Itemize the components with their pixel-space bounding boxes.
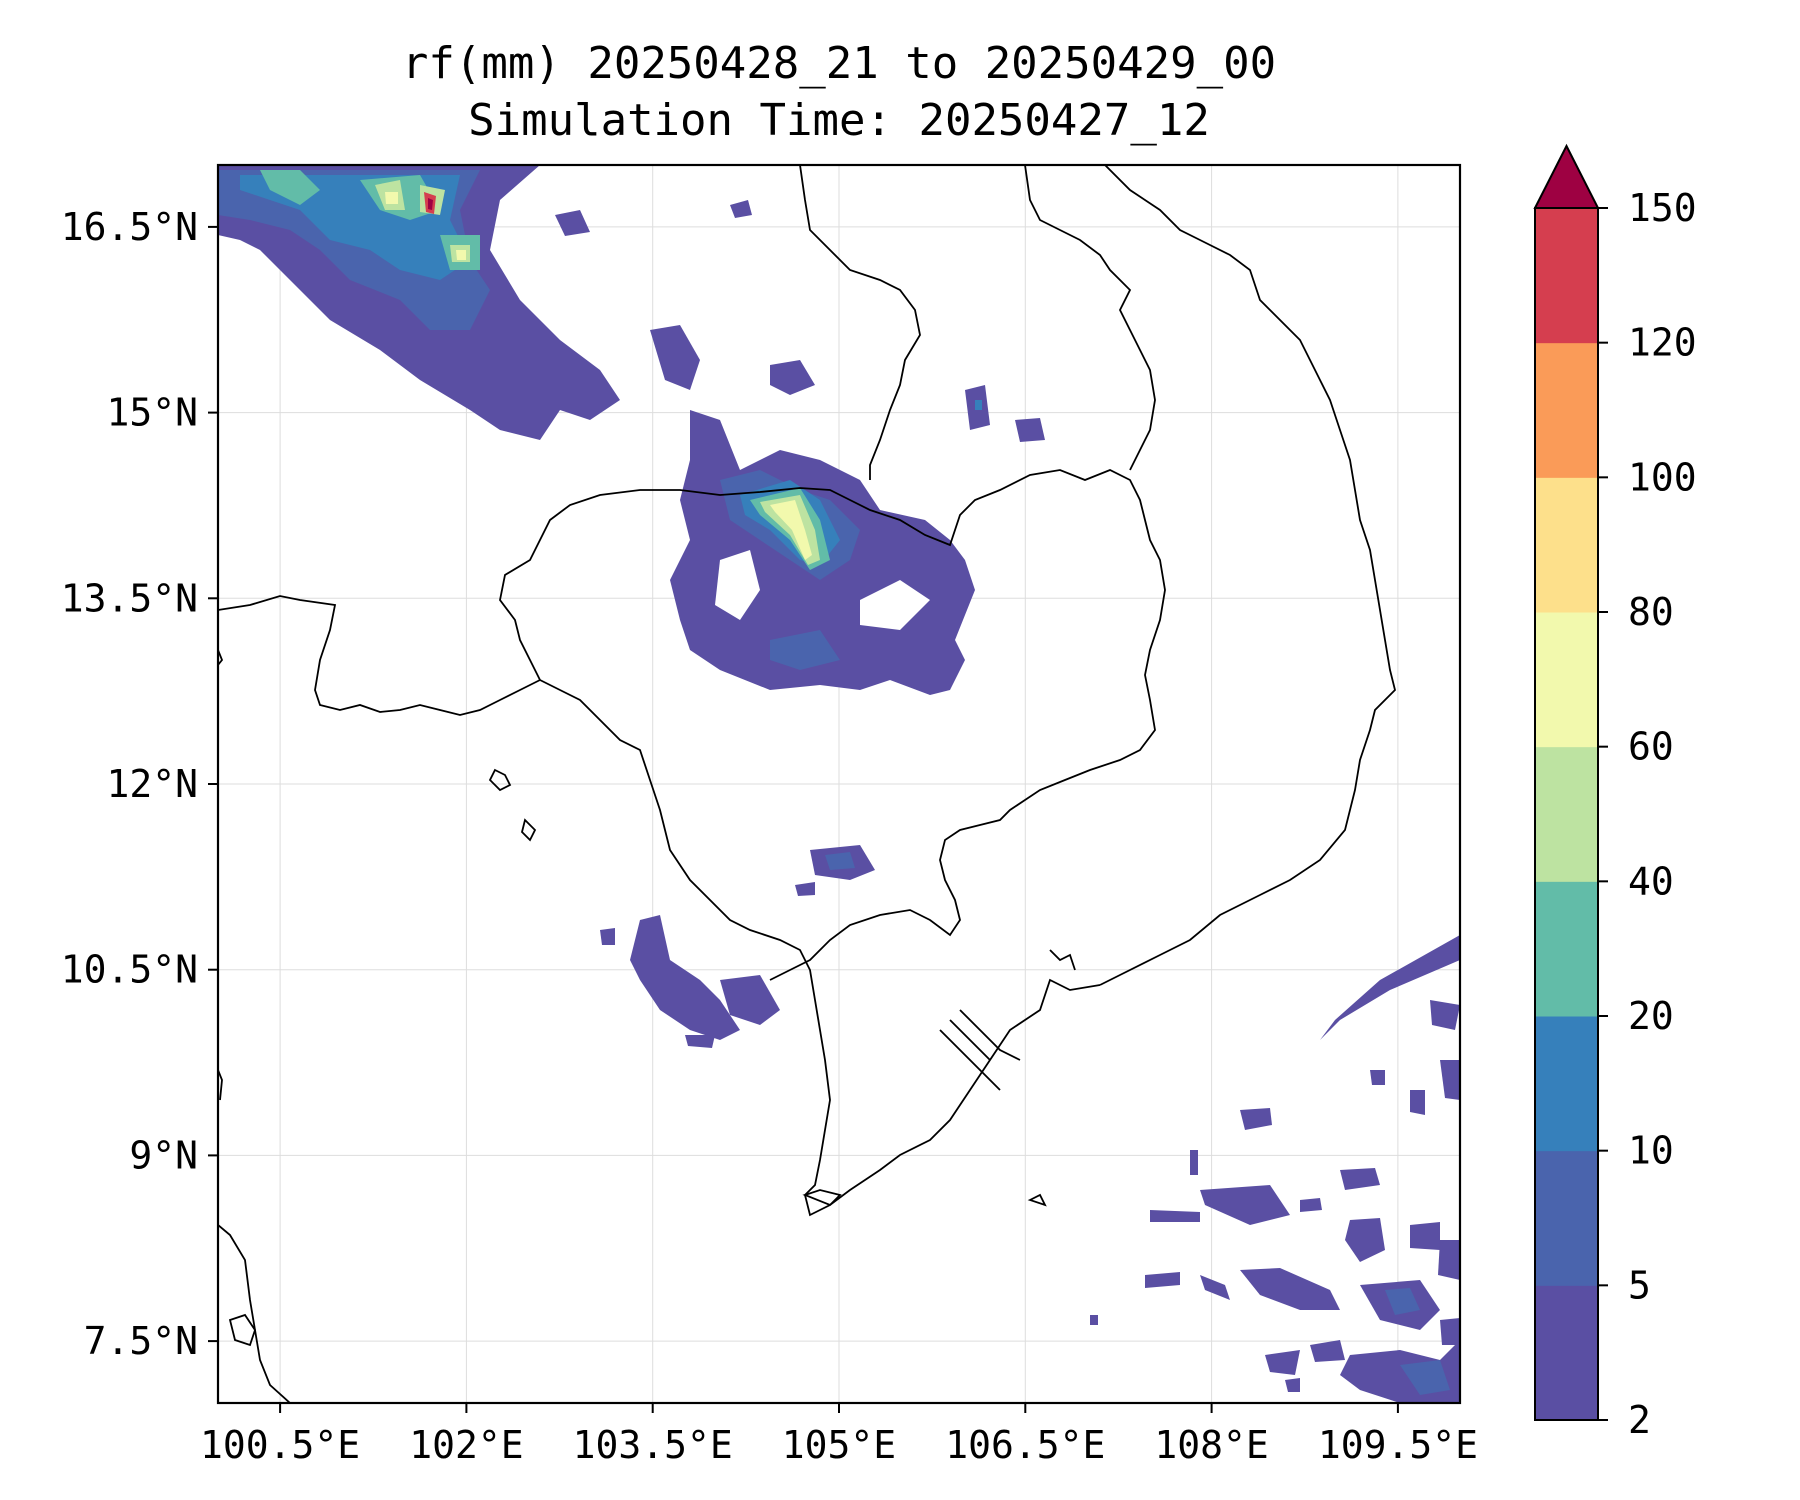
lat-tick-label: 13.5°N xyxy=(61,576,198,620)
rain-area-central-60 xyxy=(770,500,812,560)
lon-tick-label: 109.5°E xyxy=(1318,1423,1478,1467)
lon-tick-label: 106.5°E xyxy=(945,1423,1105,1467)
coastline-vietnam xyxy=(1099,165,1396,986)
colorbar-tick-label: 100 xyxy=(1628,455,1697,499)
colorbar-band xyxy=(1535,1285,1598,1421)
colorbar-tick-label: 60 xyxy=(1628,725,1674,769)
lon-tick-label: 108°E xyxy=(1154,1423,1268,1467)
lat-tick-label: 9°N xyxy=(129,1133,198,1177)
rain-cell xyxy=(1385,1288,1420,1315)
rain-peak-northwest-core xyxy=(428,198,433,210)
lon-tick-label: 102°E xyxy=(409,1423,523,1467)
rain-cell xyxy=(650,325,700,390)
coastline-west-edge-2 xyxy=(218,1069,223,1101)
lon-tick-label: 100.5°E xyxy=(200,1423,360,1467)
lon-tick-label: 103.5°E xyxy=(573,1423,733,1467)
colorbar-band xyxy=(1535,612,1598,748)
map-axes: 100.5°E 102°E 103.5°E 105°E 106.5°E 108°E 109.… xyxy=(61,205,1478,1467)
rain-cell xyxy=(600,928,615,945)
rain-cell xyxy=(1150,1210,1200,1222)
lon-tick-label: 105°E xyxy=(782,1423,896,1467)
rain-cell xyxy=(1190,1150,1198,1175)
rain-cell xyxy=(1340,1168,1380,1190)
rain-cell xyxy=(975,400,982,410)
colorbar-band xyxy=(1535,746,1598,882)
coastline-thailand-south xyxy=(218,1224,291,1403)
colorbar-band xyxy=(1535,1016,1598,1152)
rain-cell xyxy=(1440,1318,1460,1345)
colorbar-tick-label: 150 xyxy=(1628,186,1697,230)
colorbar-tick-label: 80 xyxy=(1628,590,1674,634)
rain-cell xyxy=(1015,418,1045,442)
chart-title: rf(mm) 20250428_21 to 20250429_00 xyxy=(401,38,1277,89)
rain-cell xyxy=(720,975,780,1025)
colorbar-tick-label: 2 xyxy=(1628,1398,1651,1442)
rain-band-east xyxy=(1320,935,1460,1040)
colorbar-band xyxy=(1535,208,1598,344)
colorbar-band xyxy=(1535,881,1598,1017)
rain-cell xyxy=(1410,1222,1440,1250)
colorbar-tick-label: 120 xyxy=(1628,321,1697,365)
colorbar-band xyxy=(1535,1150,1598,1286)
rain-cell xyxy=(1440,1060,1460,1100)
coastline-thai-islands xyxy=(228,1313,256,1347)
rain-cell xyxy=(555,210,590,236)
rain-cell xyxy=(1410,1090,1425,1115)
chart-subtitle: Simulation Time: 20250427_12 xyxy=(468,95,1210,146)
rain-cell xyxy=(685,1035,715,1048)
rain-cell xyxy=(730,200,752,218)
lat-tick-label: 10.5°N xyxy=(61,948,198,992)
coastline-gulf-islands xyxy=(802,1189,1047,1207)
coastline-thailand xyxy=(218,595,541,716)
rain-cell xyxy=(1300,1198,1322,1212)
rain-cell xyxy=(1145,1272,1180,1288)
coastline-mekong-rivers xyxy=(939,1009,1021,1091)
rain-cell xyxy=(1240,1108,1272,1130)
colorbar-tick-label: 5 xyxy=(1628,1263,1651,1307)
border-cambodia-thailand xyxy=(499,469,1166,981)
coastline-islands xyxy=(488,768,1076,971)
rain-cell xyxy=(1438,1240,1460,1280)
rainfall-field xyxy=(218,165,1460,1403)
lat-tick-label: 12°N xyxy=(106,762,198,806)
rain-cell xyxy=(795,882,815,896)
rain-cell xyxy=(1400,1360,1450,1395)
coastline-mekong-delta xyxy=(539,679,1101,1217)
coastline-west-edge xyxy=(218,649,224,666)
lat-tick-label: 16.5°N xyxy=(61,205,198,249)
rain-cell xyxy=(1310,1340,1345,1362)
rain-cell xyxy=(1090,1315,1098,1325)
coastlines-borders xyxy=(218,165,1396,1403)
colorbar-tick-label: 40 xyxy=(1628,859,1674,903)
lat-tick-label: 7.5°N xyxy=(84,1319,198,1363)
rain-cell xyxy=(1370,1070,1385,1085)
rain-area-gulf xyxy=(630,915,740,1040)
rain-cell xyxy=(1285,1378,1300,1392)
lat-tick-label: 15°N xyxy=(106,391,198,435)
colorbar-extend-arrow xyxy=(1533,143,1600,209)
rain-cell xyxy=(1200,1275,1230,1300)
colorbar: 2 5 10 20 40 60 80 100 120 150 xyxy=(1533,143,1697,1442)
colorbar-tick-label: 20 xyxy=(1628,994,1674,1038)
rain-hole-central xyxy=(715,550,760,620)
rain-cell xyxy=(1265,1350,1300,1375)
colorbar-band xyxy=(1535,342,1598,478)
rain-hole-central-2 xyxy=(860,580,930,630)
colorbar-outline xyxy=(1534,207,1599,1421)
border-laos-vietnam xyxy=(1024,165,1156,471)
rain-cell xyxy=(1200,1185,1290,1225)
map-gridlines xyxy=(218,165,1460,1403)
colorbar-tick-label: 10 xyxy=(1628,1129,1674,1173)
rain-cell xyxy=(1430,1000,1460,1030)
rain-cell xyxy=(825,852,855,870)
rain-area-northwest-60 xyxy=(385,192,466,260)
rain-cell xyxy=(1345,1218,1385,1262)
rain-area-northwest-40 xyxy=(375,180,470,262)
rain-cell xyxy=(1240,1268,1340,1310)
border-laos xyxy=(799,165,921,480)
rain-cell xyxy=(770,360,815,395)
colorbar-band xyxy=(1535,477,1598,613)
